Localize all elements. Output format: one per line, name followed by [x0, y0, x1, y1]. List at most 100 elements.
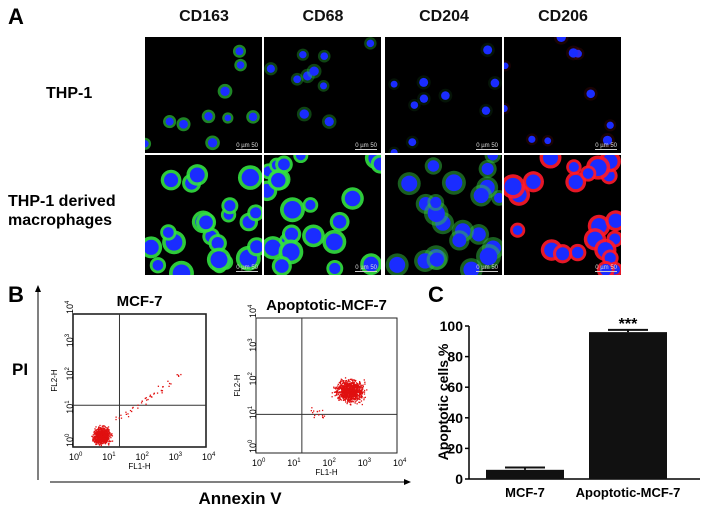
event-dot	[96, 439, 98, 441]
event-dot	[351, 391, 354, 393]
event-dot	[104, 431, 106, 433]
event-dot	[354, 385, 357, 388]
event-dot	[101, 440, 103, 442]
cell-nucleus	[224, 114, 232, 122]
micrograph-cd163-macrophage: 0 µm 50	[145, 155, 262, 275]
event-dot	[342, 386, 344, 388]
event-dot	[104, 433, 106, 435]
event-dot	[118, 417, 120, 419]
event-dot	[97, 431, 99, 433]
cell-nucleus	[344, 190, 361, 207]
event-dot	[98, 444, 101, 446]
event-dot	[343, 397, 345, 399]
cell-nucleus	[324, 116, 334, 127]
x-tick-label: MCF-7	[505, 485, 545, 500]
tick-exponent: 4	[248, 304, 254, 308]
event-dot	[345, 398, 347, 401]
event-dot	[100, 439, 102, 442]
event-dot	[93, 431, 95, 433]
event-dot	[351, 401, 353, 403]
event-dot	[344, 399, 346, 401]
cell-nucleus	[408, 138, 417, 147]
event-dot	[331, 396, 333, 398]
event-dot	[351, 393, 353, 396]
event-dot	[107, 429, 109, 431]
tick-exponent: 0	[262, 458, 266, 464]
event-dot	[345, 385, 347, 387]
event-dot	[157, 385, 160, 387]
flow-plot-0: MCF-7100100101101102102103103104104FL1-H…	[50, 293, 216, 471]
event-dot	[106, 438, 108, 440]
event-dot	[347, 397, 349, 399]
event-dot	[137, 404, 139, 406]
event-dot	[99, 440, 101, 442]
cell-nucleus	[145, 239, 159, 255]
scale-bar: 0 µm 50	[236, 265, 258, 272]
event-dot	[358, 393, 360, 395]
x-tick-label: 100	[69, 452, 83, 462]
event-dot	[362, 385, 364, 388]
event-dot	[101, 425, 103, 427]
event-dot	[107, 437, 110, 439]
event-dot	[351, 400, 354, 402]
event-dot	[360, 394, 362, 397]
event-dot	[335, 387, 337, 389]
event-dot	[359, 396, 361, 398]
event-dot	[350, 392, 353, 394]
event-dot	[355, 382, 358, 384]
x-tick-label: 101	[102, 452, 116, 462]
event-dot	[95, 430, 97, 432]
event-dot	[356, 393, 358, 395]
micrograph-cd68-thp1: 0 µm 50	[264, 37, 381, 153]
event-dot	[110, 440, 112, 442]
event-dot	[100, 443, 102, 445]
event-dot	[94, 441, 96, 444]
event-dot	[99, 442, 101, 445]
event-dot	[350, 397, 352, 400]
y-tick-label: 102	[248, 371, 258, 385]
event-dot	[162, 385, 164, 388]
event-dot	[359, 401, 361, 404]
event-dot	[346, 382, 349, 385]
y-tick-label: 20	[447, 440, 463, 456]
event-dot	[341, 385, 343, 387]
tick-exponent: 3	[368, 458, 372, 464]
event-dot	[104, 439, 106, 442]
event-dot	[178, 375, 180, 377]
event-dot	[333, 387, 335, 389]
event-dot	[357, 390, 359, 392]
event-dot	[140, 402, 143, 404]
event-dot	[344, 377, 347, 379]
cell-nucleus	[163, 227, 174, 238]
event-dot	[167, 380, 169, 382]
cell-nucleus	[204, 112, 213, 121]
x-tick-label: 102	[323, 458, 337, 468]
event-dot	[345, 395, 348, 397]
event-dot	[101, 433, 103, 435]
event-dot	[338, 382, 341, 384]
marker-label-cd163: CD163	[179, 8, 229, 25]
event-dot	[343, 394, 345, 396]
event-dot	[354, 402, 356, 404]
event-dot	[360, 391, 363, 393]
cell-nucleus	[224, 200, 236, 212]
event-dot	[352, 379, 354, 381]
event-dot	[108, 444, 110, 446]
tick-exponent: 1	[65, 400, 71, 404]
cell-nucleus	[325, 233, 343, 251]
cell-nucleus	[401, 175, 418, 192]
event-dot	[353, 395, 355, 397]
event-dot	[347, 392, 349, 395]
event-dot	[356, 383, 359, 385]
event-dot	[106, 427, 108, 429]
event-dot	[96, 438, 98, 440]
event-dot	[357, 389, 359, 391]
event-dot	[344, 390, 347, 392]
event-dot	[93, 436, 95, 438]
y-axis-label: FL2-H	[50, 369, 59, 391]
event-dot	[97, 437, 99, 439]
event-dot	[342, 399, 345, 402]
event-dot	[103, 439, 105, 441]
event-dot	[351, 397, 354, 399]
event-dot	[93, 433, 96, 435]
